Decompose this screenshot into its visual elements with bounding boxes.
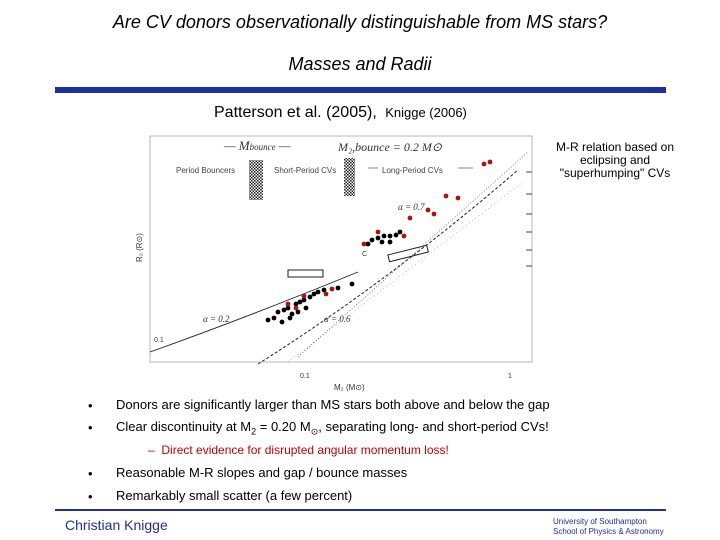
outlined-bar-left [287,269,324,278]
data-point-black [275,309,281,315]
data-point-black [315,289,321,295]
data-point-black [375,235,381,241]
reference-patterson: Patterson et al. (2005), [214,104,377,121]
fit-line-main [257,169,519,365]
bullet-marker-1: • [88,398,93,413]
bounce-mass-label-left: — Mbounce — [223,138,291,153]
right-ticks [526,171,532,267]
data-point-black [265,317,271,323]
data-point-red [401,233,407,239]
slide-subtitle: Masses and Radii [288,54,432,74]
data-point-red [301,293,307,299]
footer-rule [55,509,666,511]
footer-author: Christian Knigge [65,517,168,533]
bounce-mass-label: M₂,bounce = 0.2 M⊙ [337,140,443,154]
hatched-bar-gap [344,158,355,196]
footer-affil-2: School of Physics & Astronomy [553,527,664,536]
point-label-c: C [362,251,367,258]
data-point-black [303,305,309,311]
bullet-marker-4: • [88,489,93,504]
data-point-black [321,287,327,293]
data-point-black [387,233,393,239]
red-data-points [285,159,493,311]
bullet-marker-2: • [88,420,93,435]
data-point-black [307,294,313,300]
data-point-red [361,241,367,247]
y-axis-label: R₂ (R⊙) [135,233,144,262]
data-point-black [281,307,287,313]
data-point-red [285,301,291,307]
y-tick-0-1: 0.1 [154,337,164,344]
label-period-bouncers: Period Bouncers [176,166,235,175]
alpha-label-mid: α = 0.6 [324,314,351,324]
footer-affil-1: University of Southampton [553,517,647,526]
black-data-points [265,229,403,325]
data-point-black [279,319,285,325]
plot-frame [149,135,533,363]
bouncer-curve [149,271,359,353]
data-point-red [293,305,299,311]
bullet-marker-3: • [88,466,93,481]
data-point-black [379,239,385,245]
data-point-black [365,241,371,247]
ms-relation-line-2 [287,181,524,363]
data-point-red [487,159,493,165]
data-point-black [285,305,291,311]
mr-relation-note: M-R relation based on eclipsing and "sup… [543,141,687,180]
hatched-bar-bouncer [249,160,263,200]
slide-title: Are CV donors observationally distinguis… [112,12,608,32]
data-point-red [455,195,461,201]
x-tick-1: 1 [508,373,512,380]
data-point-red [375,229,381,235]
note-line-1: M-R relation based on [555,140,675,154]
data-point-black [271,315,277,321]
data-point-black [301,297,307,303]
data-point-red [425,207,431,213]
data-point-black [335,285,341,291]
label-long-period: Long-Period CVs [382,166,443,175]
data-point-black [387,239,393,245]
data-point-black [369,237,375,243]
bullet-text-1: Donors are significantly larger than MS … [116,397,550,412]
data-point-red [481,161,487,167]
alpha-label-top: α = 0.7 [398,202,425,212]
data-point-black [297,299,303,305]
data-point-red [431,211,437,217]
bullet-text-2: Clear discontinuity at M2 = 0.20 M⊙, sep… [116,419,549,437]
data-point-black [287,315,293,321]
ms-relation-line [297,151,529,358]
note-line-2: eclipsing and [579,153,651,167]
alpha-label-low: α = 0.2 [203,314,230,324]
references: Patterson et al. (2005), Knigge (2006) [214,104,467,122]
reference-knigge: Knigge (2006) [385,105,467,120]
footer-affiliation: University of Southampton School of Phys… [553,517,664,537]
label-short-period: Short-Period CVs [274,166,336,175]
data-point-red [407,215,413,221]
bullet-text-4: Remarkably small scatter (a few percent) [116,488,353,503]
data-point-red [329,286,335,292]
bullet-text-3: Reasonable M-R slopes and gap / bounce m… [116,465,408,480]
data-point-black [289,311,295,317]
mass-radius-figure: — Mbounce — M₂,bounce = 0.2 M⊙ Period Bo… [135,135,533,392]
data-point-red [323,291,329,297]
data-point-black [393,232,399,238]
sub-bullet: – Direct evidence for disrupted angular … [148,443,449,457]
data-point-black [349,281,355,287]
data-point-black [397,229,403,235]
data-point-black [295,309,301,315]
outlined-bar-right [387,244,429,263]
x-tick-0-1: 0.1 [300,373,310,380]
data-point-black [293,301,299,307]
data-point-black [311,291,317,297]
data-point-red [443,193,449,199]
note-line-3: "superhumping" CVs [559,166,671,180]
data-point-black [381,233,387,239]
title-rule [55,87,666,93]
x-axis-label: M₂ (M⊙) [334,383,365,392]
